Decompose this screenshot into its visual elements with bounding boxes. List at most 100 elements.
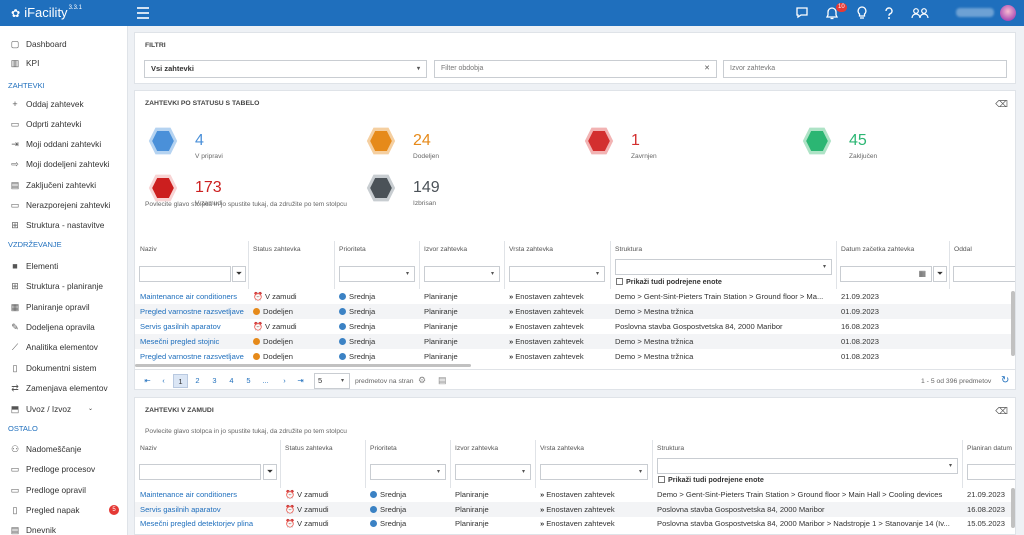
sidebar-item-uvoz-izvoz[interactable]: ⬒ Uvoz / Izvoz ⌄ — [0, 401, 128, 417]
prioriteta-filter-select[interactable]: ▾ — [370, 464, 446, 480]
bell-icon[interactable] — [824, 6, 840, 20]
user-name[interactable] — [956, 8, 994, 17]
request-name-link[interactable]: Mesečni pregled detektorjev plina — [140, 519, 254, 528]
sidebar-item-zakljuceni[interactable]: ▤ Zaključeni zahtevki — [0, 177, 128, 193]
table-row[interactable]: Mesečni pregled detektorjev plina ⏰ V zamu… — [135, 516, 1015, 531]
table-row[interactable]: Servis gasilnih aparatov ⏰ V zamudi Srednja… — [135, 501, 1015, 517]
sidebar-item-zamenjava[interactable]: ⇄ Zamenjava elementov — [0, 380, 128, 396]
naziv-filter-input[interactable] — [139, 464, 261, 480]
table-row[interactable]: Maintenance air conditioners ⏰ V zamudi Sre… — [135, 487, 1015, 502]
calendar-icon[interactable]: ▦ — [918, 269, 926, 278]
sidebar-item-moji-oddani[interactable]: ⇥ Moji oddani zahtevki — [0, 136, 128, 152]
page-more[interactable]: ... — [262, 376, 269, 385]
excel-export-icon[interactable]: ▤ — [438, 375, 447, 385]
settings-export-icon[interactable]: ⚙ — [418, 375, 427, 385]
request-name-link[interactable]: Pregled varnostne razsvetljave — [140, 352, 244, 361]
col-struktura[interactable]: Struktura — [615, 246, 643, 253]
col-prioriteta[interactable]: Prioriteta — [339, 246, 366, 253]
request-name-link[interactable]: Mesečni pregled stojnic — [140, 337, 220, 346]
prioriteta-filter-select[interactable]: ▾ — [339, 266, 415, 282]
col-planiran-datum[interactable]: Planiran datum — [967, 445, 1012, 452]
request-name-link[interactable]: Servis gasilnih aparatov — [140, 322, 221, 331]
vertical-scrollbar[interactable] — [1011, 291, 1015, 356]
oddal-filter-input[interactable] — [953, 266, 1015, 282]
sidebar-item-kpi[interactable]: ▥ KPI — [0, 55, 128, 71]
col-status[interactable]: Status zahtevka — [253, 246, 301, 253]
sidebar-item-nadomescanje[interactable]: ⚇ Nadomeščanje — [0, 441, 128, 457]
vrsta-filter-select[interactable]: ▾ — [509, 266, 605, 282]
sidebar-item-struktura-planiranje[interactable]: ⊞ Struktura - planiranje — [0, 278, 128, 294]
lightbulb-icon[interactable] — [854, 6, 870, 20]
sidebar-item-pregled-napak[interactable]: ▯ Pregled napak 5 — [0, 502, 128, 518]
table-row[interactable]: Servis gasilnih aparatov ⏰ V zamudi Srednja… — [135, 319, 1015, 334]
clear-icon[interactable]: ✕ — [704, 65, 710, 72]
page-2[interactable]: 2 — [195, 376, 200, 385]
col-vrsta[interactable]: Vrsta zahtevka — [540, 445, 584, 452]
source-filter-input[interactable]: Izvor zahtevka — [723, 60, 1007, 78]
eraser-icon[interactable]: ⌫ — [995, 406, 1008, 416]
col-vrsta[interactable]: Vrsta zahtevka — [509, 246, 553, 253]
last-page-icon[interactable]: ⇥ — [297, 376, 304, 385]
col-naziv[interactable]: Naziv — [140, 445, 157, 452]
vrsta-filter-select[interactable]: ▾ — [540, 464, 648, 480]
avatar[interactable] — [1000, 5, 1016, 21]
col-izvor[interactable]: Izvor zahtevka — [455, 445, 499, 452]
vertical-scrollbar[interactable] — [1011, 488, 1015, 528]
request-name-link[interactable]: Pregled varnostne razsvetljave — [140, 307, 244, 316]
filter-icon[interactable]: ⏷ — [263, 464, 277, 480]
request-name-link[interactable]: Servis gasilnih aparatov — [140, 504, 221, 514]
sidebar-item-predloge-procesov[interactable]: ▭ Predloge procesov — [0, 461, 128, 477]
struktura-filter-select[interactable]: ▾ — [657, 458, 958, 474]
datum-filter-input[interactable]: ▦ — [840, 266, 932, 282]
sidebar-item-struktura-nastavitve[interactable]: ⊞ Struktura - nastavitve — [0, 217, 128, 233]
col-prioriteta[interactable]: Prioriteta — [370, 445, 397, 452]
col-izvor[interactable]: Izvor zahtevka — [424, 246, 468, 253]
page-3[interactable]: 3 — [212, 376, 217, 385]
help-icon[interactable] — [881, 6, 897, 20]
table-row[interactable]: Mesečni pregled stojnic Dodeljen Srednja Pl… — [135, 334, 1015, 349]
page-5[interactable]: 5 — [246, 376, 251, 385]
col-struktura[interactable]: Struktura — [657, 445, 685, 452]
col-status[interactable]: Status zahtevka — [285, 445, 333, 452]
menu-toggle-icon[interactable] — [137, 7, 149, 19]
subunits-checkbox[interactable] — [616, 278, 623, 285]
filter-icon[interactable]: ⏷ — [232, 266, 246, 282]
filter-icon[interactable]: ⏷ — [933, 266, 947, 282]
horizontal-scrollbar[interactable] — [135, 364, 471, 367]
page-1[interactable]: 1 — [173, 374, 188, 388]
chat-icon[interactable] — [794, 6, 810, 20]
table-row[interactable]: Pregled varnostne razsvetljave Dodeljen Sr… — [135, 349, 1015, 364]
sidebar-item-elementi[interactable]: ■ Elementi — [0, 258, 128, 274]
subunits-checkbox[interactable] — [658, 476, 665, 483]
planiran-datum-filter-input[interactable] — [967, 464, 1015, 480]
sidebar-item-moji-dodeljeni[interactable]: ⇨ Moji dodeljeni zahtevki — [0, 156, 128, 172]
naziv-filter-input[interactable] — [139, 266, 231, 282]
sidebar-item-dokumentni-sistem[interactable]: ▯ Dokumentni sistem — [0, 360, 128, 376]
struktura-filter-select[interactable]: ▾ — [615, 259, 832, 275]
sidebar-item-dodeljena-opravila[interactable]: ✎ Dodeljena opravila — [0, 319, 128, 335]
izvor-filter-select[interactable]: ▾ — [424, 266, 500, 282]
prev-page-icon[interactable]: ‹ — [162, 376, 165, 385]
request-name-link[interactable]: Maintenance air conditioners — [140, 292, 238, 301]
request-name-link[interactable]: Maintenance air conditioners — [140, 490, 238, 499]
request-type-select[interactable]: Vsi zahtevki ▾ — [144, 60, 427, 78]
first-page-icon[interactable]: ⇤ — [144, 376, 151, 385]
eraser-icon[interactable]: ⌫ — [995, 99, 1008, 109]
sidebar-item-oddaj-zahtevek[interactable]: + Oddaj zahtevek — [0, 96, 128, 112]
table-row[interactable]: Maintenance air conditioners ⏰ V zamudi Sre… — [135, 289, 1015, 304]
sidebar-item-odprti-zahtevki[interactable]: ▭ Odprti zahtevki — [0, 116, 128, 132]
col-naziv[interactable]: Naziv — [140, 246, 157, 253]
sidebar-item-predloge-opravil[interactable]: ▭ Predloge opravil — [0, 482, 128, 498]
page-size-select[interactable]: 5 ▾ — [314, 373, 350, 389]
refresh-icon[interactable]: ↻ — [1001, 375, 1010, 386]
sidebar-item-dashboard[interactable]: ▢ Dashboard — [0, 36, 128, 52]
col-oddal[interactable]: Oddal — [954, 246, 972, 253]
sidebar-item-dnevnik[interactable]: ▤ Dnevnik — [0, 522, 128, 535]
sidebar-item-nerazporejeni[interactable]: ▭ Nerazporejeni zahtevki — [0, 197, 128, 213]
col-datum[interactable]: Datum začetka zahtevka — [841, 246, 915, 253]
page-4[interactable]: 4 — [229, 376, 234, 385]
izvor-filter-select[interactable]: ▾ — [455, 464, 531, 480]
app-logo[interactable]: ✿ iFacility3.3.1 — [11, 5, 82, 20]
users-icon[interactable] — [910, 6, 930, 20]
period-filter-input[interactable]: Filter obdobja ✕ — [434, 60, 717, 78]
